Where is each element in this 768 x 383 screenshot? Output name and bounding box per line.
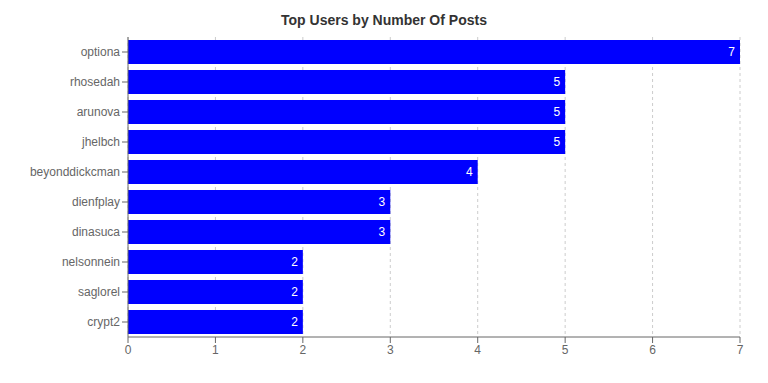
svg-text:2: 2 <box>291 315 298 329</box>
svg-text:optiona: optiona <box>81 45 121 59</box>
svg-text:2: 2 <box>300 343 307 357</box>
svg-text:4: 4 <box>466 165 473 179</box>
svg-text:7: 7 <box>728 45 735 59</box>
svg-text:6: 6 <box>649 343 656 357</box>
svg-text:saglorel: saglorel <box>78 285 120 299</box>
svg-text:dinasuca: dinasuca <box>72 225 120 239</box>
svg-text:3: 3 <box>387 343 394 357</box>
svg-text:7: 7 <box>737 343 744 357</box>
svg-text:2: 2 <box>291 255 298 269</box>
svg-text:5: 5 <box>553 75 560 89</box>
svg-text:dienfplay: dienfplay <box>72 195 120 209</box>
svg-text:beyonddickcman: beyonddickcman <box>30 165 120 179</box>
svg-text:nelsonnein: nelsonnein <box>62 255 120 269</box>
svg-text:rhosedah: rhosedah <box>70 75 120 89</box>
svg-text:0: 0 <box>125 343 132 357</box>
html-text:Top Users by Number Of Posts: Top Users by Number Of Posts <box>281 12 487 28</box>
svg-text:2: 2 <box>291 285 298 299</box>
svg-text:5: 5 <box>553 135 560 149</box>
svg-text:4: 4 <box>474 343 481 357</box>
svg-text:crypt2: crypt2 <box>87 315 120 329</box>
svg-text:arunova: arunova <box>77 105 121 119</box>
svg-text:1: 1 <box>212 343 219 357</box>
svg-text:3: 3 <box>379 195 386 209</box>
svg-text:5: 5 <box>553 105 560 119</box>
svg-text:jhelbch: jhelbch <box>81 135 120 149</box>
svg-text:5: 5 <box>562 343 569 357</box>
svg-text:3: 3 <box>379 225 386 239</box>
